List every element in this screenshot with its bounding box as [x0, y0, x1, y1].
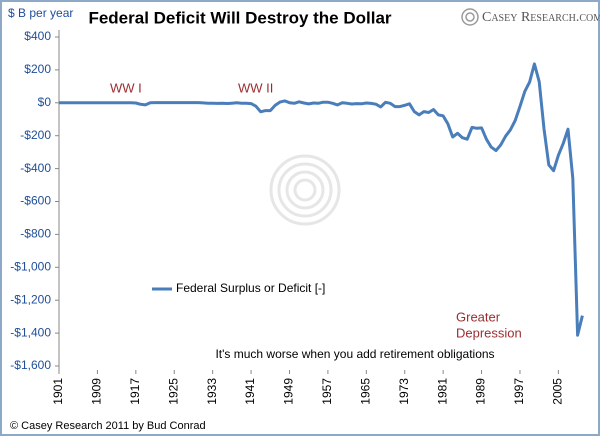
logo: Casey Research.com [482, 10, 600, 25]
x-tick-label: 2005 [551, 378, 565, 405]
logo-icon [461, 8, 479, 26]
x-tick-label: 1997 [512, 378, 526, 405]
y-tick-label: $400 [24, 29, 51, 43]
x-tick-label: 1973 [397, 378, 411, 405]
x-tick-label: 1957 [320, 378, 334, 405]
x-tick-label: 1965 [358, 378, 372, 405]
annotation: WW I [110, 80, 142, 95]
legend-label: Federal Surplus or Deficit [-] [176, 281, 325, 295]
x-tick-label: 1901 [51, 378, 65, 405]
chart-title: Federal Deficit Will Destroy the Dollar [88, 8, 391, 27]
data-line [59, 62, 584, 337]
y-tick-label: $200 [24, 62, 51, 76]
y-tick-label: -$400 [20, 161, 51, 175]
y-axis-label: $ B per year [8, 6, 73, 20]
x-tick-label: 1989 [474, 378, 488, 405]
y-tick-label: -$200 [20, 128, 51, 142]
x-tick-label: 1941 [243, 378, 257, 405]
y-tick-label: -$1,400 [10, 325, 51, 339]
x-tick-label: 1917 [128, 378, 142, 405]
x-tick-label: 1949 [282, 378, 296, 405]
x-tick-label: 1933 [205, 378, 219, 405]
y-tick-label: -$1,200 [10, 292, 51, 306]
x-tick-label: 1909 [90, 378, 104, 405]
watermark [269, 154, 341, 226]
x-tick-label: 1925 [166, 378, 180, 405]
footer: © Casey Research 2011 by Bud Conrad [10, 420, 206, 432]
y-tick-label: -$1,600 [10, 358, 51, 372]
annotation: Greater [456, 309, 501, 324]
y-tick-label: -$800 [20, 227, 51, 241]
y-tick-label: $0 [38, 95, 52, 109]
y-tick-label: -$1,000 [10, 259, 51, 273]
annotation: WW II [238, 80, 273, 95]
annotation: Depression [456, 325, 522, 340]
x-tick-label: 1981 [435, 378, 449, 405]
y-tick-label: -$600 [20, 194, 51, 208]
note: It's much worse when you add retirement … [215, 347, 494, 361]
